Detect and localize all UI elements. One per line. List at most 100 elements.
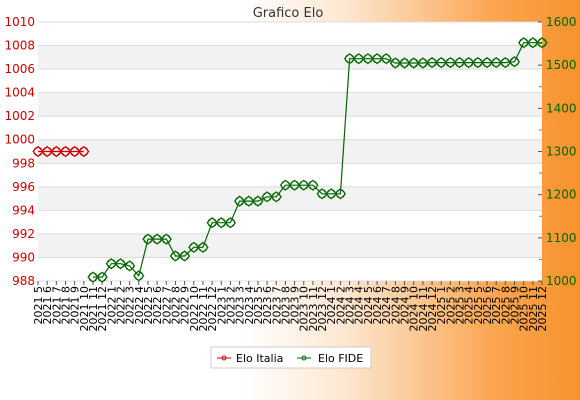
data-point-marker: [270, 191, 282, 203]
right-tick-label: 1400: [546, 101, 577, 115]
left-tick-label: 992: [12, 227, 35, 241]
x-tick-label: 2023 10: [298, 286, 311, 332]
x-tick-label: 2022 8: [169, 286, 182, 325]
x-tick-label: 2023 8: [279, 286, 292, 325]
data-point-marker: [536, 37, 548, 49]
x-tick-label: 2022 3: [124, 286, 137, 325]
legend-item: Elo FIDE: [297, 352, 363, 365]
legend-swatch-marker: [301, 355, 307, 361]
left-tick-label: 1000: [4, 133, 35, 147]
x-tick-label: 2023 7: [270, 286, 283, 325]
data-point-circle: [198, 242, 208, 253]
x-tick-label: 2024 8: [389, 286, 402, 325]
left-tick-label: 1004: [4, 86, 35, 100]
left-tick-label: 988: [12, 274, 35, 288]
left-tick-label: 994: [12, 203, 35, 217]
x-tick-label: 2023 5: [252, 286, 265, 325]
x-tick-label: 2025 12: [536, 286, 549, 332]
x-tick-label: 2024 5: [362, 286, 375, 325]
x-tick-label: 2024 12: [426, 286, 439, 332]
right-tick-label: 1200: [546, 188, 577, 202]
x-tick-label: 2024 3: [344, 286, 357, 325]
x-tick-label: 2021 7: [50, 286, 63, 325]
x-tick-label: 2022 5: [142, 286, 155, 325]
x-tick-label: 2022 12: [206, 286, 219, 332]
data-point-circle: [134, 271, 144, 281]
data-point-circle: [500, 57, 511, 68]
data-point-marker: [334, 188, 347, 200]
x-tick-label: 2021 5: [32, 286, 45, 325]
data-point-marker: [252, 195, 264, 207]
data-point-marker: [307, 179, 319, 191]
data-point-marker: [123, 260, 136, 272]
x-tick-label: 2021 9: [69, 286, 82, 325]
plot-band: [38, 92, 542, 117]
legend-label: Elo FIDE: [318, 352, 363, 365]
left-tick-label: 1002: [4, 109, 35, 123]
x-tick-label: 2024 6: [371, 286, 384, 325]
x-tick-label: 2024 7: [380, 286, 393, 325]
data-point-circle: [381, 53, 391, 64]
x-tick-label: 2025 2: [444, 286, 457, 325]
left-tick-label: 998: [12, 156, 35, 170]
x-tick-label: 2022 11: [197, 286, 210, 332]
right-tick-label: 1600: [546, 15, 577, 29]
x-tick-label: 2021 10: [78, 286, 91, 332]
x-tick-label: 2024 2: [334, 286, 347, 325]
x-tick-label: 2021 6: [41, 286, 54, 325]
left-tick-label: 1008: [4, 39, 35, 53]
data-point-circle: [161, 234, 171, 244]
right-tick-label: 1000: [546, 274, 577, 288]
x-tick-label: 2024 10: [408, 286, 421, 332]
plot-band: [38, 22, 542, 46]
x-tick-label: 2024 4: [353, 286, 366, 325]
x-tick-label: 2024 1: [325, 286, 338, 325]
left-tick-label: 1010: [4, 15, 35, 29]
data-point-circle: [335, 189, 346, 199]
x-tick-label: 2025 1: [435, 286, 448, 325]
data-point-circle: [308, 180, 318, 190]
x-tick-label: 2022 10: [188, 286, 201, 332]
x-tick-label: 2023 6: [261, 286, 274, 325]
plot-band: [38, 186, 542, 211]
x-tick-label: 2024 11: [417, 286, 430, 332]
right-tick-label: 1100: [546, 231, 577, 245]
data-point-circle: [115, 259, 126, 269]
plot-band: [38, 139, 542, 164]
x-tick-label: 2025 4: [463, 286, 476, 325]
x-tick-label: 2023 12: [316, 286, 329, 332]
left-tick-label: 1006: [4, 62, 35, 76]
data-point-marker: [178, 250, 191, 262]
x-tick-label: 2021 12: [96, 286, 109, 332]
legend-item: Elo Italia: [217, 352, 283, 365]
data-point-circle: [124, 261, 135, 271]
x-tick-label: 2025 3: [454, 286, 467, 325]
legend: Elo Italia Elo FIDE: [210, 346, 372, 369]
x-tick-label: 2025 6: [481, 286, 494, 325]
x-tick-label: 2023 3: [234, 286, 247, 325]
x-tick-label: 2025 9: [509, 286, 522, 325]
x-tick-label: 2025 11: [527, 286, 540, 332]
right-tick-label: 1300: [546, 145, 577, 159]
x-tick-label: 2023 2: [224, 286, 237, 325]
left-tick-label: 990: [12, 250, 35, 264]
data-point-marker: [96, 271, 108, 283]
x-tick-label: 2022 9: [179, 286, 192, 325]
x-tick-label: 2023 9: [289, 286, 302, 325]
data-point-circle: [509, 57, 520, 67]
x-tick-label: 2023 11: [307, 286, 320, 332]
data-point-circle: [271, 192, 281, 202]
x-tick-label: 2023 1: [215, 286, 228, 325]
x-tick-label: 2023 4: [243, 286, 256, 325]
data-point-circle: [97, 272, 107, 282]
x-tick-label: 2025 10: [518, 286, 531, 332]
chart-title: Grafico Elo: [253, 6, 324, 21]
x-tick-label: 2025 8: [499, 286, 512, 325]
left-tick-label: 996: [12, 180, 35, 194]
plot-band: [38, 233, 542, 258]
x-tick-label: 2022 1: [105, 286, 118, 325]
data-point-marker: [133, 270, 145, 282]
x-tick-label: 2022 7: [160, 286, 173, 325]
